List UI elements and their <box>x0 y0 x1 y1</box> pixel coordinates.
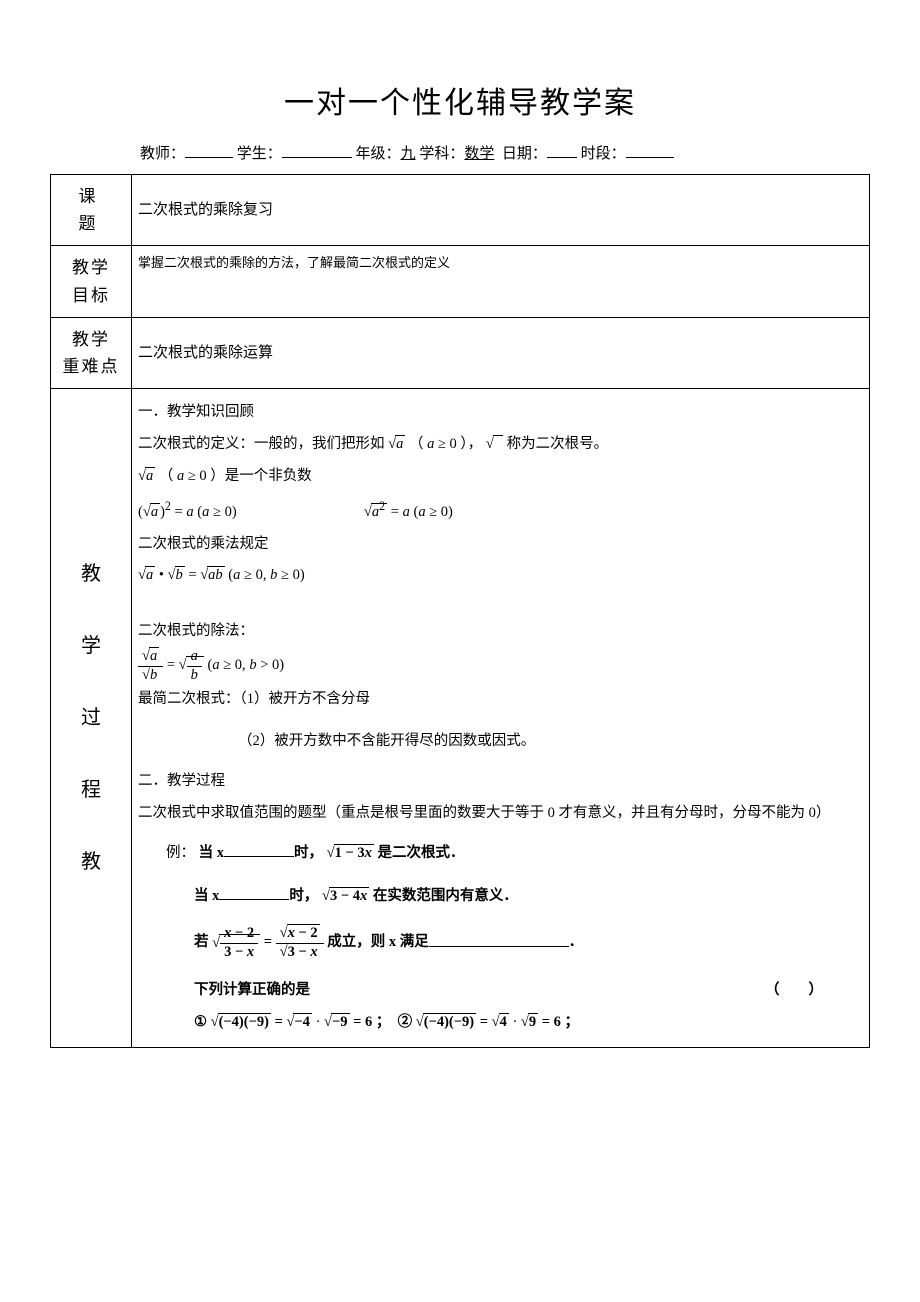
row-keypoint: 教学重难点 二次根式的乘除运算 <box>51 317 870 388</box>
div-rule: a b = ab (a ≥ 0, b > 0) <box>138 648 863 684</box>
label-period: 时段： <box>581 146 626 162</box>
mult-title: 二次根式的乘法规定 <box>138 529 863 561</box>
cell-goal-value: 掌握二次根式的乘除的方法，了解最简二次根式的定义 <box>132 246 870 317</box>
cell-process-content: 一．教学知识回顾 二次根式的定义：一般的，我们把形如 a （ a ≥ 0 ）， … <box>132 389 870 1048</box>
range-intro: 二次根式中求取值范围的题型（重点是根号里面的数要大于等于 0 才有意义，并且有分… <box>138 798 863 830</box>
cell-goal-label: 教学目标 <box>51 246 132 317</box>
info-line: 教师： 学生： 年级：九 学科：数学 日期： 时段： <box>50 142 870 166</box>
cell-keypoint-label: 教学重难点 <box>51 317 132 388</box>
mult-rule: a • b = ab (a ≥ 0, b ≥ 0) <box>138 560 863 592</box>
simplest-2: （2）被开方数中不含能开得尽的因数或因式。 <box>138 726 863 758</box>
example-3: 若 x − 23 − x = x − 2 3 − x 成立，则 x 满足． <box>138 925 863 961</box>
lesson-table: 课 题 二次根式的乘除复习 教学目标 掌握二次根式的乘除的方法，了解最简二次根式… <box>50 174 870 1048</box>
cell-process-label: 教 学 过 程 教 <box>51 389 132 1048</box>
vchar-5: 教 <box>57 846 125 878</box>
example-4-title: 下列计算正确的是 （ ） <box>138 975 863 1007</box>
vchar-2: 学 <box>57 630 125 662</box>
sqrt-a2-icon: a <box>138 461 155 493</box>
row-process: 教 学 过 程 教 一．教学知识回顾 二次根式的定义：一般的，我们把形如 a （… <box>51 389 870 1048</box>
vchar-3: 过 <box>57 702 125 734</box>
row-goal: 教学目标 掌握二次根式的乘除的方法，了解最简二次根式的定义 <box>51 246 870 317</box>
example-4-options: ① (−4)(−9) = −4 · −9 = 6 ； ② (−4)(−9) = … <box>138 1007 863 1039</box>
vchar-1: 教 <box>57 558 125 590</box>
page-title: 一对一个性化辅导教学案 <box>50 80 870 128</box>
label-date: 日期： <box>502 146 547 162</box>
simplest-1: 最简二次根式：（1）被开方不含分母 <box>138 684 863 716</box>
value-grade: 九 <box>401 146 416 162</box>
vchar-4: 程 <box>57 774 125 806</box>
div-title: 二次根式的除法： <box>138 616 863 648</box>
cell-topic-label: 课 题 <box>51 175 132 246</box>
nonneg-line: a （ a ≥ 0 ）是一个非负数 <box>138 461 863 493</box>
label-grade: 年级： <box>356 146 401 162</box>
value-subject: 数学 <box>464 146 494 162</box>
sq-identities: (a)2 = a (a ≥ 0) a2 = a (a ≥ 0) <box>138 493 863 529</box>
example-2: 当 x时， 3 − 4x 在实数范围内有意义． <box>138 881 863 913</box>
blank-teacher <box>185 142 233 158</box>
blank-period <box>626 142 674 158</box>
example-1: 例： 当 x时， 1 − 3x 是二次根式． <box>138 838 863 870</box>
label-subject: 学科： <box>419 146 464 162</box>
sec1-title: 一．教学知识回顾 <box>138 397 863 429</box>
label-teacher: 教师： <box>140 146 185 162</box>
def-line: 二次根式的定义：一般的，我们把形如 a （ a ≥ 0 ）， 称为二次根号。 <box>138 429 863 461</box>
ex-prefix: 例： <box>166 845 195 861</box>
label-student: 学生： <box>237 146 282 162</box>
sqrt-a-icon: a <box>388 429 405 461</box>
blank-student <box>282 142 352 158</box>
cell-keypoint-value: 二次根式的乘除运算 <box>132 317 870 388</box>
sqrt-empty-icon <box>486 429 503 461</box>
cell-topic-value: 二次根式的乘除复习 <box>132 175 870 246</box>
blank-date <box>547 142 577 158</box>
sec2-title: 二．教学过程 <box>138 766 863 798</box>
row-topic: 课 题 二次根式的乘除复习 <box>51 175 870 246</box>
